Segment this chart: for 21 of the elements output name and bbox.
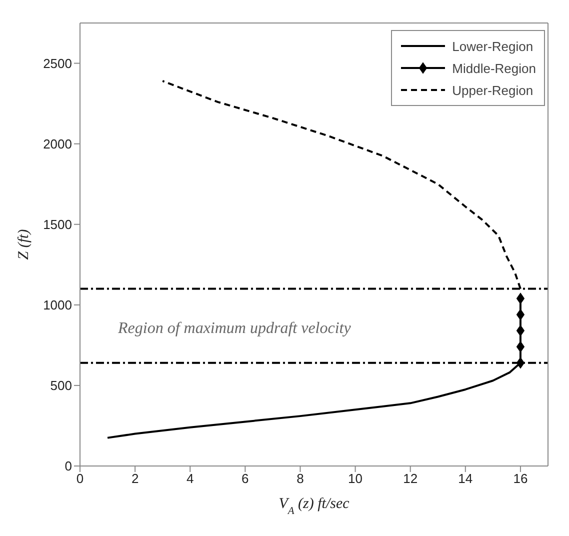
y-axis-title: Z (ft) <box>16 229 32 260</box>
x-tick-label: 8 <box>296 471 304 486</box>
x-tick-label: 2 <box>131 471 139 486</box>
y-tick-label: 2500 <box>43 56 72 71</box>
x-axis-title: V$_{A}$ (z) ft/sec <box>278 496 350 516</box>
annotation: Region of maximum updraft velocity <box>118 320 351 338</box>
y-tick-label: 1500 <box>43 216 72 232</box>
x-tick-label: 14 <box>458 471 473 486</box>
x-tick-label: 4 <box>186 471 194 486</box>
x-tick-label: 6 <box>242 471 249 486</box>
y-tick-label: 500 <box>50 378 72 394</box>
x-tick-label: 10 <box>348 471 363 486</box>
x-tick-label: 0 <box>76 471 84 486</box>
y-tick-label: 2000 <box>43 136 72 152</box>
y-tick-label: 0 <box>64 458 72 474</box>
legend-label: Upper-Region <box>452 82 534 98</box>
y-tick-label: 1000 <box>43 298 72 313</box>
x-tick-label: 16 <box>513 471 528 486</box>
legend-label: Middle-Region <box>452 60 536 76</box>
x-tick-label: 12 <box>403 471 418 486</box>
legend-label: Lower-Region <box>452 38 534 54</box>
